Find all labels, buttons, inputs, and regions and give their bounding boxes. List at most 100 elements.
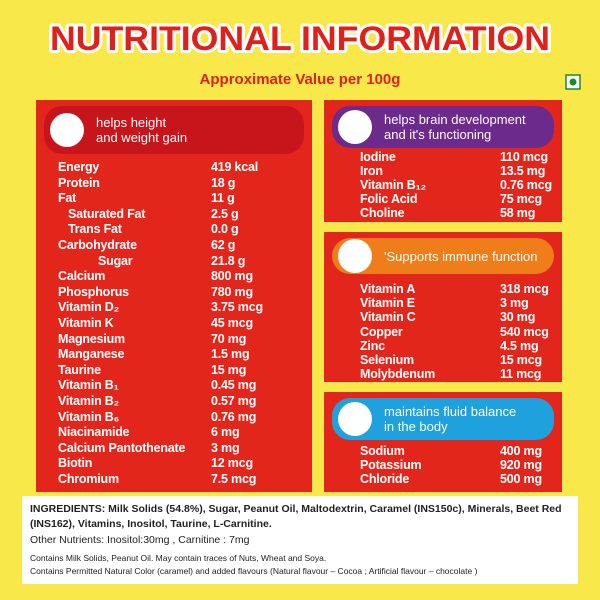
nutrient-value: 45 mcg bbox=[211, 316, 253, 330]
note: Contains Permitted Natural Color (carame… bbox=[30, 566, 478, 576]
nutrient-value: 11 g bbox=[211, 191, 235, 206]
nutrient-name: Calcium Pantothenate bbox=[58, 440, 186, 455]
nutrient-name: Potassium bbox=[360, 458, 422, 472]
nutrient-value: 0.76 mcg bbox=[500, 178, 552, 192]
nutrient-name: Energy bbox=[58, 160, 100, 174]
nutrient-value: 318 mcg bbox=[500, 282, 549, 296]
nutrient-name: Iron bbox=[360, 164, 383, 178]
nutrient-name: Vitamin A bbox=[360, 282, 416, 296]
nutrient-name: Molybdenum bbox=[360, 367, 436, 382]
nutrient-name: Manganese bbox=[58, 347, 125, 362]
heading-line: and it's functioning bbox=[384, 127, 492, 142]
nutrient-name: Vitamin E bbox=[360, 296, 415, 311]
nutrient-name: Vitamin K bbox=[58, 316, 114, 330]
veg-dot bbox=[569, 78, 577, 86]
nutrient-value: 540 mcg bbox=[500, 324, 549, 339]
nutrient-value: 780 mg bbox=[211, 284, 253, 299]
note: Contains Milk Solids, Peanut Oil. May co… bbox=[30, 553, 327, 563]
nutrient-value: 2.5 g bbox=[211, 206, 239, 221]
nutrient-name: Iodine bbox=[360, 150, 396, 164]
nutrient-value: 7.5 mcg bbox=[211, 472, 257, 486]
nutrient-name: Chromium bbox=[58, 472, 119, 486]
nutrient-value: 0.0 g bbox=[211, 222, 239, 237]
nutrient-value: 3 mg bbox=[211, 440, 240, 455]
heading-line: helps brain development bbox=[384, 112, 526, 127]
nutrient-name: Phosphorus bbox=[58, 284, 129, 299]
nutrient-name: Copper bbox=[360, 324, 403, 339]
nutrient-name: Vitamin D₂ bbox=[58, 300, 119, 315]
nutrient-value: 4.5 mg bbox=[500, 338, 539, 353]
nutrient-name: Niacinamide bbox=[58, 425, 130, 440]
nutrient-name: Protein bbox=[58, 175, 100, 190]
nutrient-value: 6 mg bbox=[211, 425, 240, 440]
nutrient-name: Magnesium bbox=[58, 331, 125, 346]
panel-heading: helps height and weight gain bbox=[44, 106, 304, 154]
nutrient-value: 0.57 mg bbox=[211, 394, 257, 408]
nutrient-name: Sugar bbox=[98, 253, 133, 268]
ingredients-box: INGREDIENTS: Milk Solids (54.8%), Sugar,… bbox=[22, 496, 578, 584]
heading-line: and weight gain bbox=[96, 130, 188, 145]
nutrient-value: 62 g bbox=[211, 238, 236, 252]
title: NUTRITIONAL INFORMATION bbox=[50, 20, 550, 58]
nutrient-value: 0.76 mg bbox=[211, 409, 257, 424]
nutrient-name: Vitamin B₁₂ bbox=[360, 178, 426, 192]
nutrient-name: Carbohydrate bbox=[58, 238, 137, 252]
nutrient-value: 18 g bbox=[211, 175, 236, 190]
nutrient-name: Taurine bbox=[58, 362, 101, 377]
panel: maintains fluid balance in the body Sodium… bbox=[324, 392, 562, 492]
nutrient-value: 30 mg bbox=[500, 310, 536, 325]
nutrient-value: 75 mcg bbox=[500, 192, 542, 206]
icon bbox=[338, 402, 372, 436]
heading-line: 'Supports immune function bbox=[384, 248, 538, 264]
nutrient-name: Folic Acid bbox=[360, 192, 418, 206]
nutrient-value: 21.8 g bbox=[211, 253, 246, 268]
nutrient-value: 13.5 mg bbox=[500, 164, 546, 178]
panel: helps height and weight gain Energy 419 kca… bbox=[36, 100, 312, 492]
nutrient-name: Biotin bbox=[58, 456, 93, 471]
nutrient-value: 110 mcg bbox=[500, 150, 548, 164]
other-nutrients: Other Nutrients: Inositol:30mg , Carniti… bbox=[30, 534, 250, 546]
icon bbox=[338, 239, 372, 273]
subtitle: Approximate Value per 100g bbox=[200, 71, 401, 88]
panel: 'Supports immune function Vitamin A 318 mc… bbox=[324, 232, 562, 382]
nutrient-name: Trans Fat bbox=[68, 222, 122, 237]
nutrient-value: 0.45 mg bbox=[211, 378, 257, 393]
nutrient-value: 3.75 mcg bbox=[211, 300, 263, 315]
nutrient-name: Vitamin B₁ bbox=[58, 378, 119, 393]
nutrient-value: 800 mg bbox=[211, 269, 253, 284]
nutrient-value: 1.5 mg bbox=[211, 347, 250, 362]
icon bbox=[50, 113, 84, 147]
nutrient-value: 419 kcal bbox=[211, 160, 259, 174]
title-area: NUTRITIONAL INFORMATION Approximate Valu… bbox=[47, 17, 581, 90]
nutrient-name: Saturated Fat bbox=[68, 206, 146, 221]
nutrient-name: Selenium bbox=[360, 353, 414, 367]
nutrient-name: Calcium bbox=[58, 269, 106, 284]
nutrient-name: Vitamin B₆ bbox=[58, 409, 120, 424]
nutrient-value: 70 mg bbox=[211, 331, 247, 346]
panel-heading: 'Supports immune function bbox=[332, 238, 554, 274]
nutrient-name: Vitamin C bbox=[360, 310, 416, 325]
nutrient-value: 15 mcg bbox=[500, 353, 542, 367]
nutrient-value: 920 mg bbox=[500, 458, 542, 472]
panel-heading: helps brain development and it's function… bbox=[332, 106, 554, 148]
heading-line: helps height bbox=[96, 115, 167, 130]
nutrient-value: 11 mcg bbox=[500, 367, 542, 382]
nutrient-value: 58 mg bbox=[500, 206, 536, 220]
nutrient-name: Sodium bbox=[360, 444, 405, 458]
panel-heading: maintains fluid balance in the body bbox=[332, 398, 554, 440]
nutrient-value: 500 mg bbox=[500, 472, 542, 486]
nutrient-name: Zinc bbox=[360, 338, 385, 353]
icon bbox=[338, 110, 372, 144]
nutrient-name: Choline bbox=[360, 206, 405, 220]
heading-line: in the body bbox=[384, 419, 448, 434]
nutrient-name: Vitamin B₂ bbox=[58, 394, 119, 408]
nutrient-value: 15 mg bbox=[211, 362, 247, 377]
nutrient-value: 3 mg bbox=[500, 296, 529, 311]
panel: helps brain development and it's function… bbox=[324, 100, 562, 222]
nutrient-name: Fat bbox=[58, 191, 77, 206]
ingredients: INGREDIENTS: Milk Solids (54.8%), Sugar,… bbox=[30, 503, 562, 530]
nutrient-value: 400 mg bbox=[500, 444, 542, 458]
nutrient-value: 12 mcg bbox=[211, 456, 253, 471]
nutrient-name: Chloride bbox=[360, 472, 410, 486]
